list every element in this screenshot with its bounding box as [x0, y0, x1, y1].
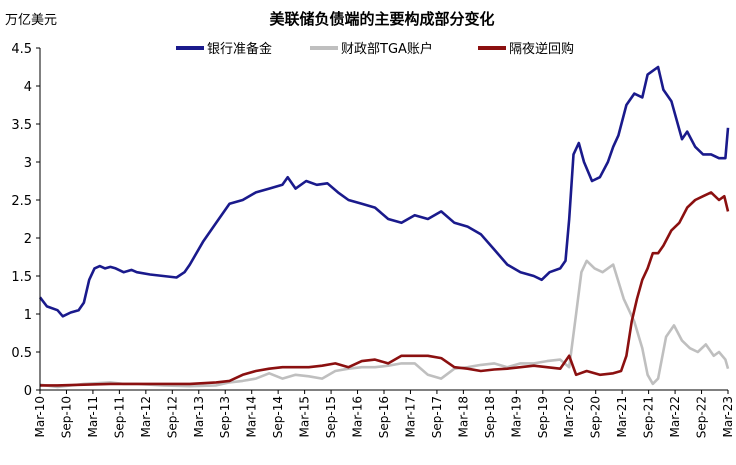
x-tick-label: Sep-12: [165, 396, 179, 438]
y-tick-label: 1.5: [11, 270, 32, 285]
legend-label-tga: 财政部TGA账户: [341, 41, 433, 57]
x-tick-label: Mar-13: [192, 396, 206, 437]
x-tick-label: Mar-22: [668, 396, 682, 437]
y-tick-label: 3: [24, 156, 32, 171]
x-tick-label: Sep-16: [377, 396, 391, 438]
series-line-reserves: [38, 65, 730, 318]
y-tick-label: 4.5: [11, 42, 32, 57]
chart-title: 美联储负债端的主要构成部分变化: [269, 10, 494, 28]
x-tick-label: Mar-18: [456, 396, 470, 437]
x-tick-label: Mar-15: [298, 396, 312, 437]
y-tick-label: 0: [24, 384, 32, 399]
x-tick-label: Mar-12: [139, 396, 153, 437]
legend-label-rrp: 隔夜逆回购: [509, 41, 574, 57]
y-tick-label: 0.5: [11, 346, 32, 361]
x-tick-label: Sep-19: [536, 396, 550, 438]
y-tick-label: 2: [24, 232, 32, 247]
y-tick-label: 1: [24, 308, 32, 323]
x-tick-label: Sep-11: [112, 396, 126, 438]
x-tick-label: Sep-20: [589, 396, 603, 438]
legend: 银行准备金 财政部TGA账户 隔夜逆回购: [176, 41, 574, 57]
x-tick-label: Mar-10: [33, 396, 47, 437]
y-tick-label: 4: [24, 80, 32, 95]
y-axis-unit-label: 万亿美元: [5, 13, 57, 28]
x-tick-label: Mar-16: [351, 396, 365, 437]
x-tick-label: Sep-18: [483, 396, 497, 438]
x-tick-label: Mar-17: [403, 396, 417, 437]
x-tick-label: Sep-21: [642, 396, 656, 438]
x-tick-label: Sep-22: [695, 396, 709, 438]
series-line-rrp: [40, 191, 730, 387]
x-tick-label: Mar-20: [562, 396, 576, 437]
x-tick-label: Sep-10: [59, 396, 73, 438]
x-tick-label: Sep-17: [430, 396, 444, 438]
x-tick-label: Sep-14: [271, 396, 285, 438]
x-tick-label: Mar-23: [721, 396, 735, 437]
x-tick-label: Mar-11: [86, 396, 100, 437]
plot-area: [38, 65, 730, 389]
y-axis: 0 0.5 1 1.5 2 2.5 3 3.5 4 4.5: [11, 42, 40, 399]
series-line-tga: [39, 259, 730, 389]
x-tick-label: Sep-15: [324, 396, 338, 438]
y-tick-label: 2.5: [11, 194, 32, 209]
legend-label-reserves: 银行准备金: [207, 41, 272, 57]
x-axis: Mar-10 Sep-10 Mar-11 Sep-11 Mar-12 Sep-12 Mar-…: [33, 390, 735, 438]
x-tick-label: Mar-19: [509, 396, 523, 437]
y-tick-label: 3.5: [11, 118, 32, 133]
x-tick-label: Mar-14: [245, 396, 259, 437]
x-tick-label: Sep-13: [218, 396, 232, 438]
x-tick-label: Mar-21: [615, 396, 629, 437]
